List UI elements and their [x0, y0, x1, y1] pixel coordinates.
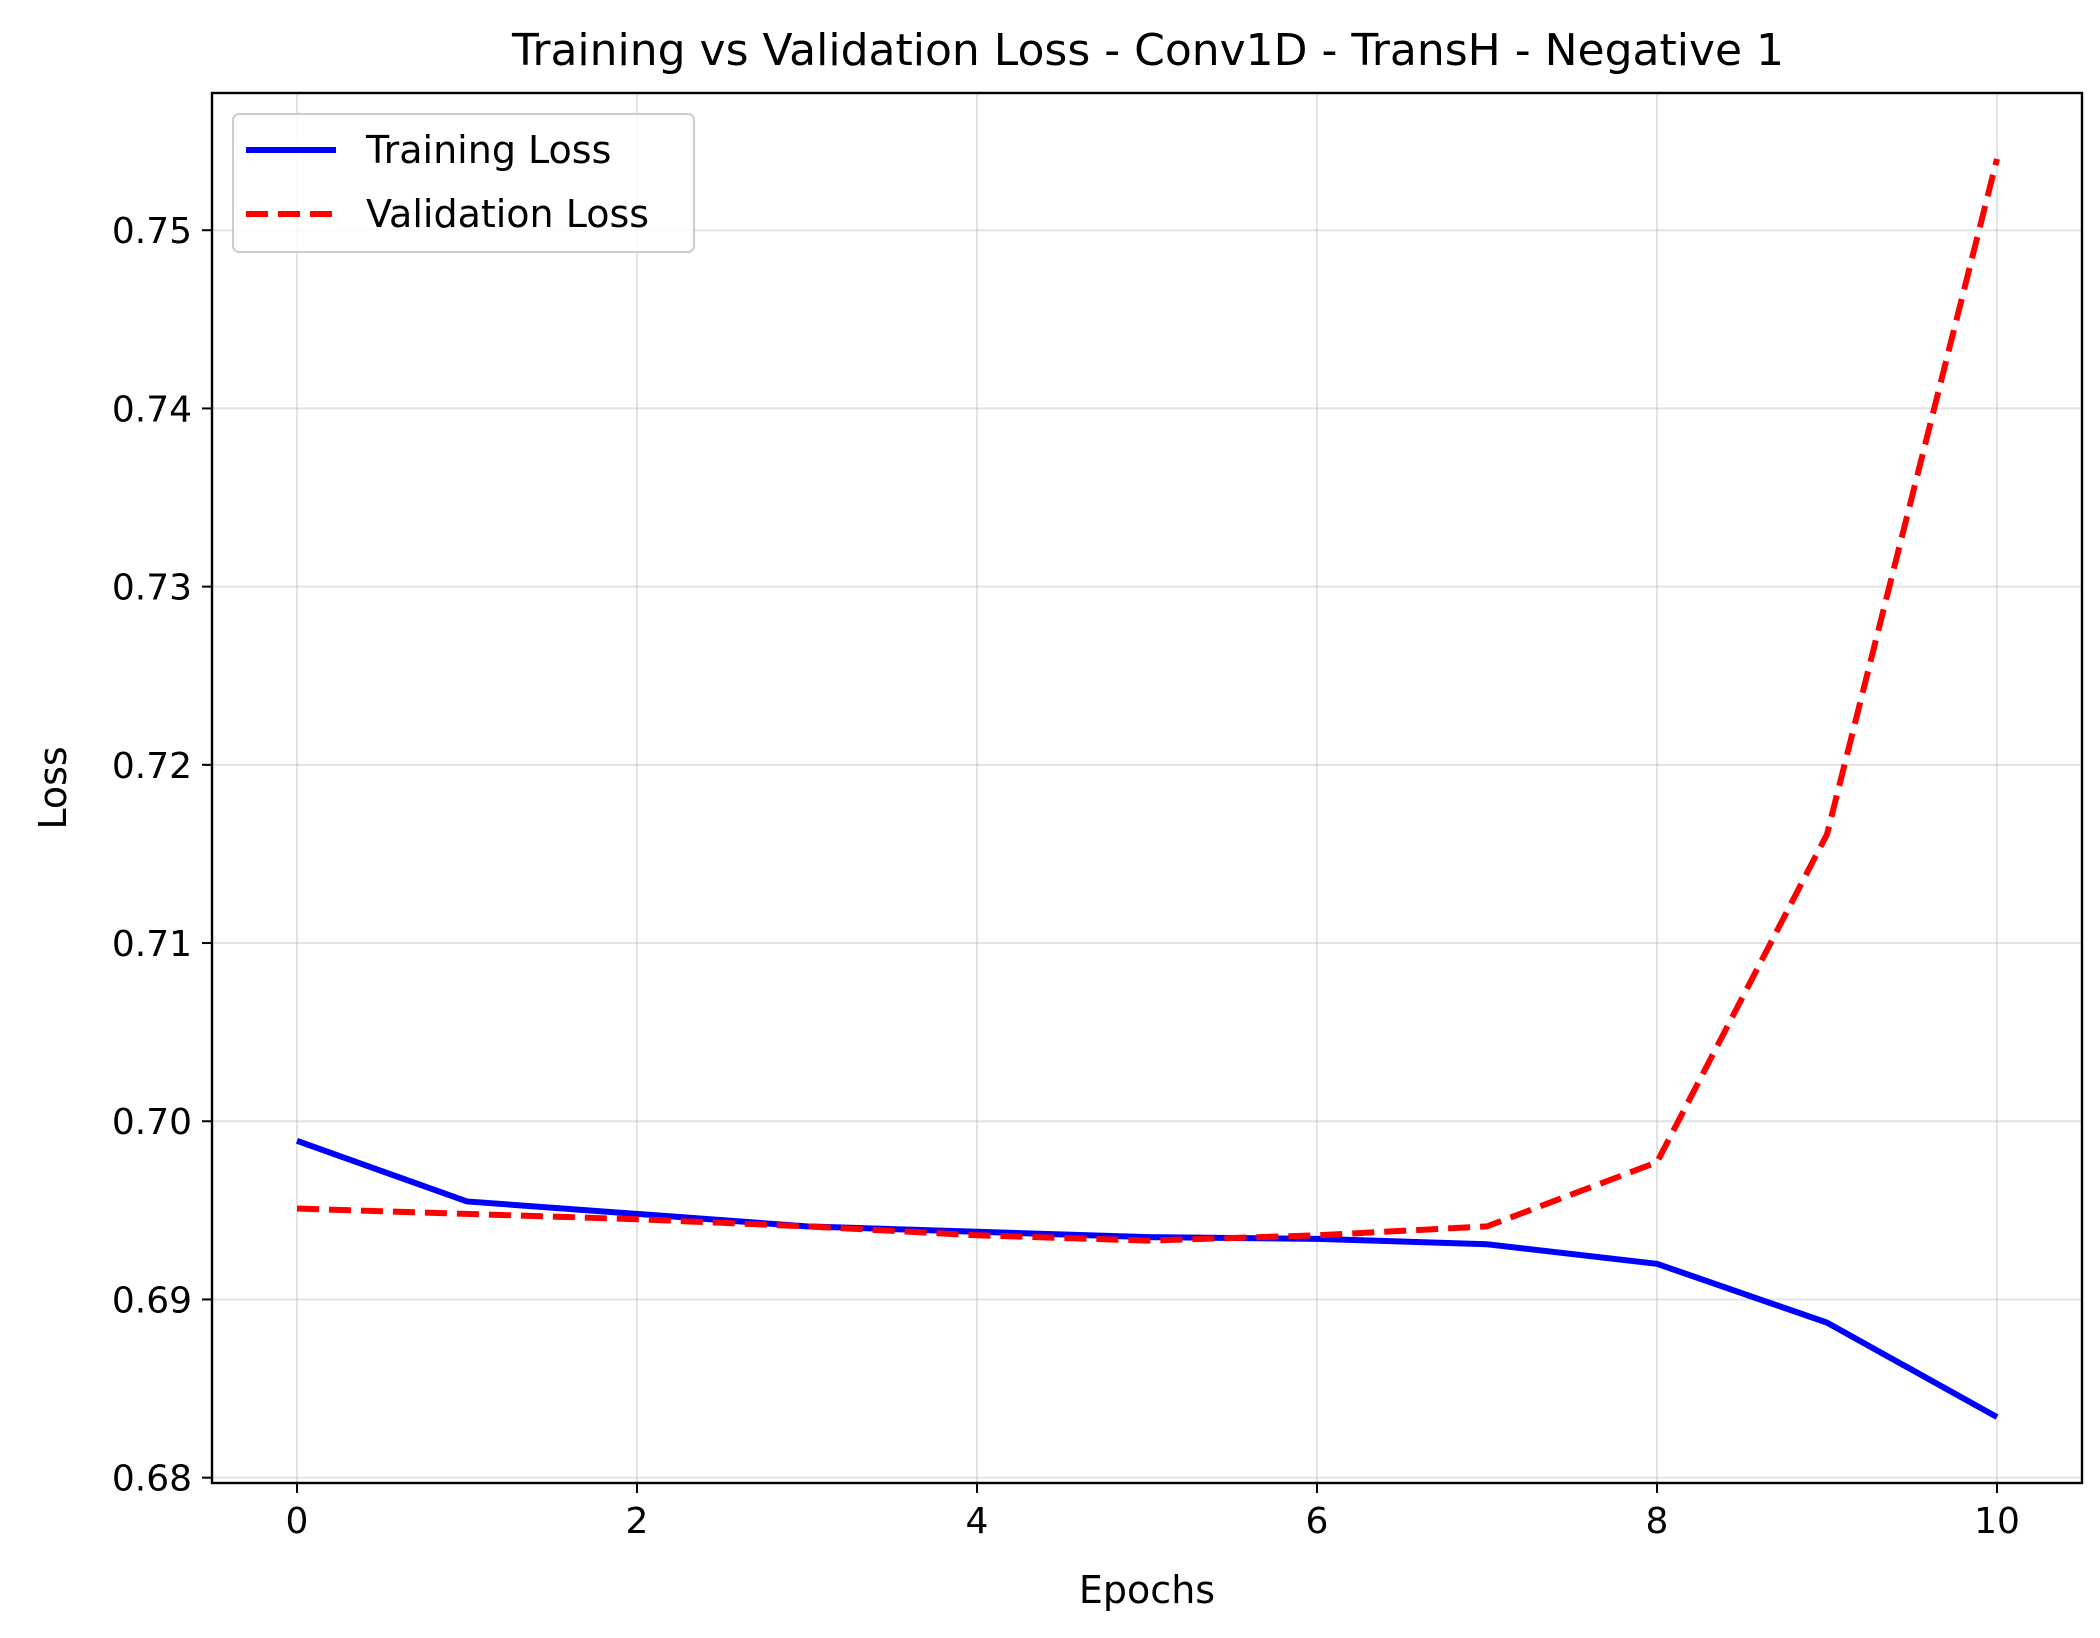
- legend: Training Loss Validation Loss: [232, 113, 695, 253]
- x-axis-label: Epochs: [1079, 1568, 1215, 1612]
- x-tick-label: 10: [1974, 1501, 2020, 1542]
- y-tick-label: 0.69: [112, 1280, 192, 1321]
- x-tick-label: 8: [1646, 1501, 1669, 1542]
- y-tick-label: 0.72: [112, 746, 192, 787]
- y-tick-label: 0.68: [112, 1459, 192, 1500]
- legend-box: [232, 113, 695, 253]
- legend-label-validation-loss: Validation Loss: [366, 192, 649, 236]
- y-tick-label: 0.71: [112, 924, 192, 965]
- y-tick-label: 0.74: [112, 389, 192, 430]
- series-line-validation-loss: [296, 158, 2000, 1244]
- y-axis-label: Loss: [31, 746, 75, 829]
- y-tick-label: 0.73: [112, 568, 192, 609]
- x-tick-label: 6: [1306, 1501, 1329, 1542]
- series-layer: [295, 158, 2000, 1420]
- y-tick-label: 0.70: [112, 1102, 192, 1143]
- x-tick-label: 4: [966, 1501, 989, 1542]
- y-axis: 0.68 0.69 0.70 0.71 0.72 0.73 0.74 0.75: [112, 211, 212, 1500]
- plot-frame: [210, 91, 2084, 1485]
- series-line-training-loss: [295, 1138, 1999, 1420]
- x-tick-label: 2: [626, 1501, 649, 1542]
- x-tick-label: 0: [286, 1501, 309, 1542]
- y-tick-label: 0.75: [112, 211, 192, 252]
- legend-label-training-loss: Training Loss: [365, 128, 611, 172]
- x-axis: 0 2 4 6 8 10: [286, 1483, 2020, 1542]
- chart-title: Training vs Validation Loss - Conv1D - T…: [511, 25, 1784, 76]
